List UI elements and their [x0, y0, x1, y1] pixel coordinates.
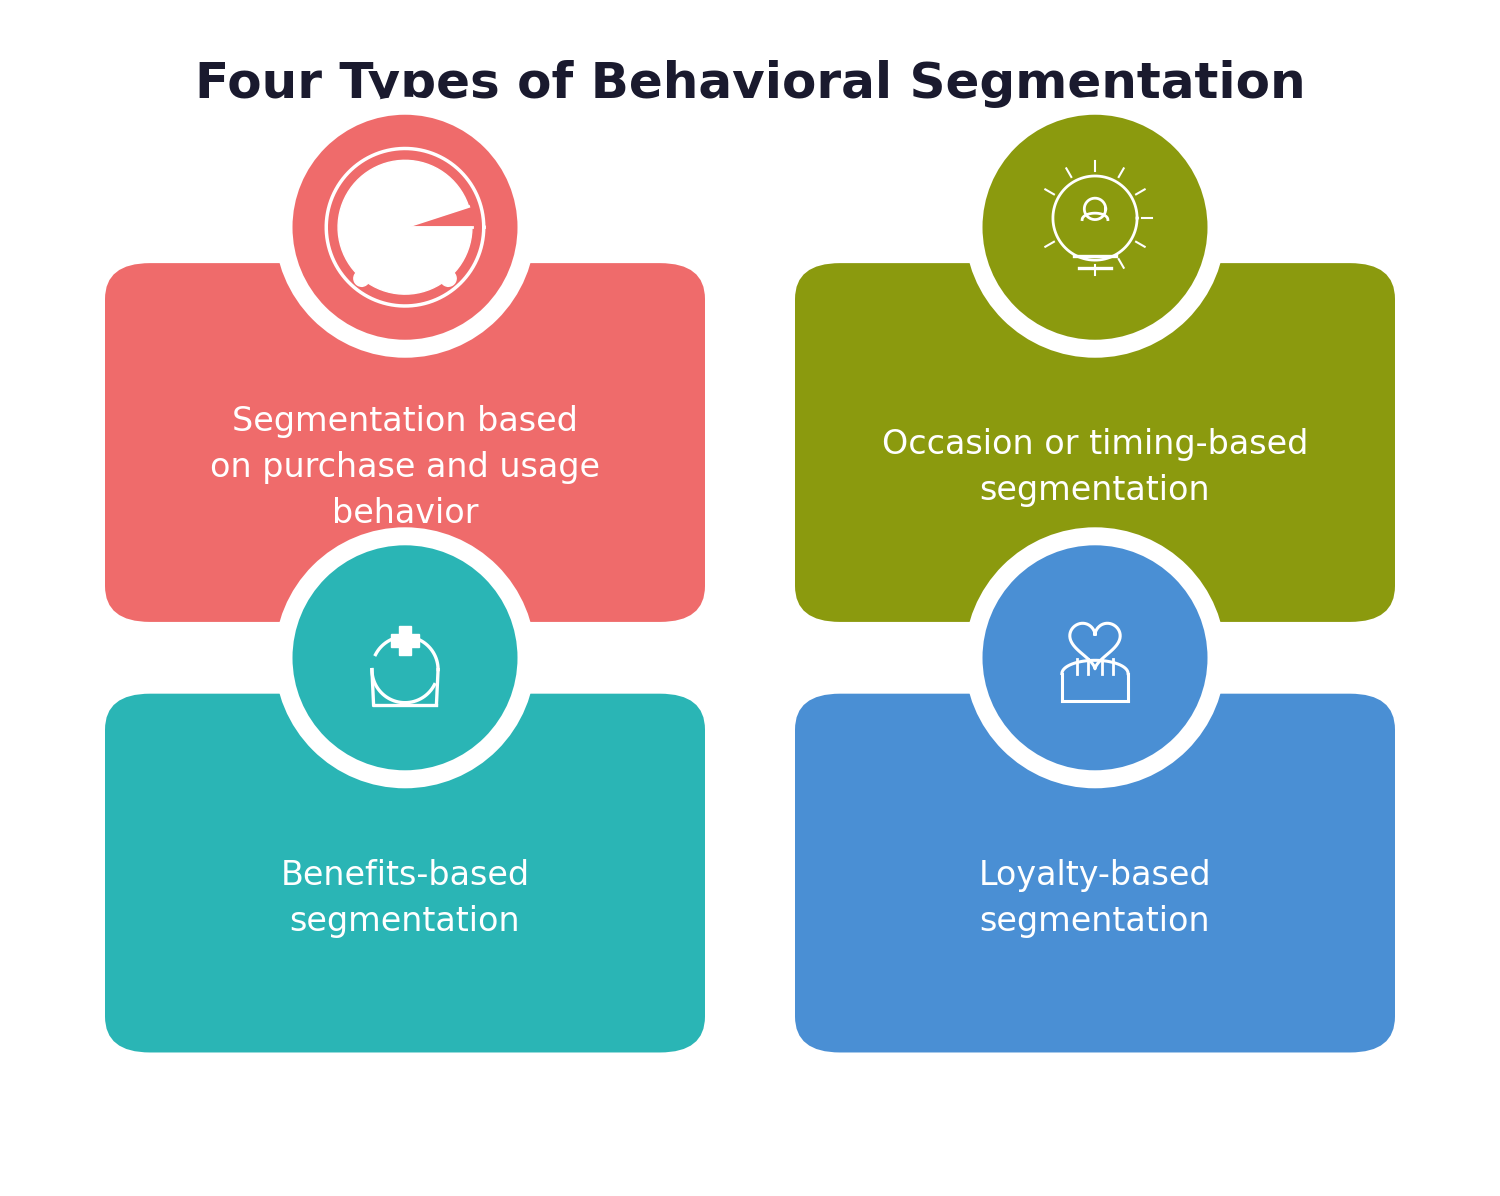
- Ellipse shape: [292, 115, 518, 340]
- FancyBboxPatch shape: [105, 694, 705, 1052]
- Text: Segmentation based
on purchase and usage
behavior: Segmentation based on purchase and usage…: [210, 405, 600, 530]
- Polygon shape: [392, 634, 418, 647]
- Polygon shape: [399, 627, 411, 654]
- Text: Four Types of Behavioral Segmentation: Four Types of Behavioral Segmentation: [195, 60, 1305, 108]
- FancyBboxPatch shape: [795, 263, 1395, 622]
- Text: Benefits-based
segmentation: Benefits-based segmentation: [280, 859, 530, 938]
- Ellipse shape: [982, 545, 1208, 770]
- Text: Loyalty-based
segmentation: Loyalty-based segmentation: [978, 859, 1212, 938]
- FancyBboxPatch shape: [795, 694, 1395, 1052]
- Polygon shape: [338, 160, 472, 294]
- Ellipse shape: [274, 97, 536, 358]
- Text: Occasion or timing-based
segmentation: Occasion or timing-based segmentation: [882, 428, 1308, 507]
- Polygon shape: [441, 270, 456, 286]
- Polygon shape: [354, 270, 369, 286]
- FancyBboxPatch shape: [105, 263, 705, 622]
- Ellipse shape: [964, 527, 1226, 788]
- Ellipse shape: [292, 545, 518, 770]
- Ellipse shape: [274, 527, 536, 788]
- Ellipse shape: [964, 97, 1226, 358]
- Ellipse shape: [982, 115, 1208, 340]
- Polygon shape: [398, 270, 412, 286]
